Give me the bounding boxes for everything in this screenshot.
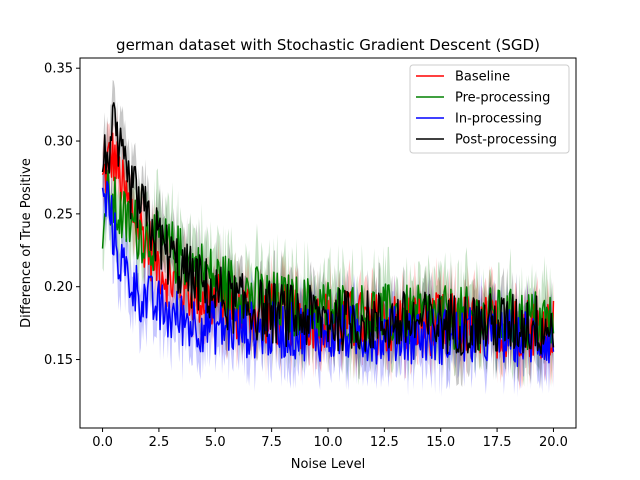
series-line-post-processing bbox=[101, 102, 555, 356]
x-tick-label: 20.0 bbox=[539, 435, 568, 450]
y-tick-label: 0.20 bbox=[44, 280, 73, 295]
x-tick-label: 17.5 bbox=[483, 435, 512, 450]
x-tick-label: 12.5 bbox=[370, 435, 399, 450]
x-tick-label: 10.0 bbox=[314, 435, 343, 450]
series-lines bbox=[101, 102, 555, 368]
x-tick-label: 15.0 bbox=[426, 435, 455, 450]
legend-label-baseline: Baseline bbox=[455, 70, 510, 85]
y-tick-label: 0.15 bbox=[44, 353, 73, 368]
x-axis-label: Noise Level bbox=[291, 457, 366, 472]
y-tick-label: 0.35 bbox=[44, 62, 73, 77]
legend-label-in-processing: In-processing bbox=[455, 112, 542, 127]
y-tick-label: 0.30 bbox=[44, 135, 73, 150]
y-tick-label: 0.25 bbox=[44, 207, 73, 222]
legend: Baseline Pre-processing In-processing Post-… bbox=[409, 64, 570, 154]
y-axis-label: Difference of True Positive bbox=[19, 158, 34, 328]
chart-title: german dataset with Stochastic Gradient … bbox=[116, 36, 540, 54]
y-axis-ticks: 0.15 0.20 0.25 0.30 0.35 bbox=[44, 62, 80, 368]
x-tick-label: 0.0 bbox=[92, 435, 113, 450]
legend-box bbox=[409, 64, 570, 154]
x-tick-label: 2.5 bbox=[149, 435, 170, 450]
x-axis-ticks: 0.0 2.5 5.0 7.5 10.0 12.5 15.0 17.5 20.0 bbox=[92, 428, 568, 450]
legend-label-pre-processing: Pre-processing bbox=[455, 91, 550, 106]
x-tick-label: 5.0 bbox=[205, 435, 226, 450]
legend-label-post-processing: Post-processing bbox=[455, 133, 557, 148]
x-tick-label: 7.5 bbox=[261, 435, 282, 450]
